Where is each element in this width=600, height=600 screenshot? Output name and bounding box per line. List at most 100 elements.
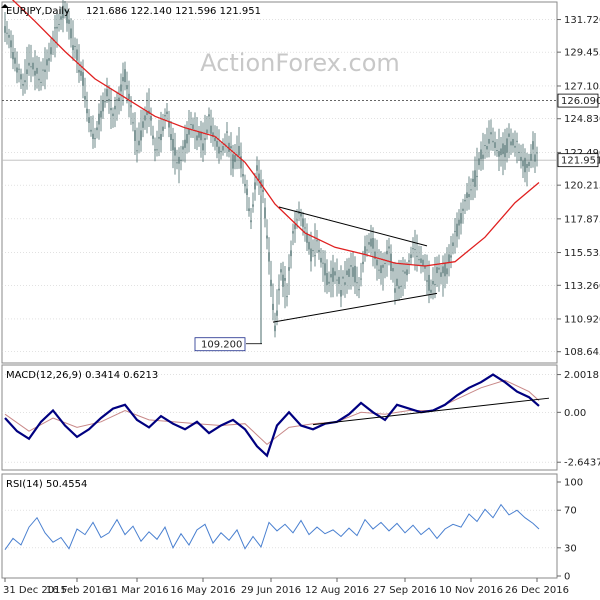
candle-body [526, 163, 528, 168]
macd-tick-label: 0.00 [564, 408, 586, 419]
collapse-arrow-icon[interactable] [1, 4, 9, 8]
candle-body [462, 208, 464, 211]
candle-body [192, 124, 194, 129]
candle-body [184, 139, 186, 148]
candle-body [374, 251, 376, 259]
candle-body [452, 242, 454, 247]
candle-body [302, 218, 304, 227]
candle-body [34, 70, 36, 76]
candle-body [56, 26, 58, 29]
candle-body [168, 120, 170, 128]
candle-body [132, 122, 134, 124]
candle-body [112, 113, 114, 117]
candle-body [328, 281, 330, 284]
candle-body [198, 132, 200, 138]
macd-tick-label: 2.0018 [564, 370, 599, 381]
candle-body [312, 250, 314, 252]
candle-body [258, 173, 260, 181]
candle-body [412, 247, 414, 250]
candle-body [428, 274, 430, 291]
candle-body [66, 10, 68, 24]
candle-body [480, 149, 482, 160]
rsi-panel: 100 70 30 0 RSI(14) 50.4554 [1, 473, 583, 583]
candle-body [26, 69, 28, 75]
price-tick-label: 108.645 [564, 347, 600, 358]
candle-body [500, 148, 502, 156]
candle-body [440, 272, 442, 277]
candle-body [212, 132, 214, 138]
triangle-trendline [278, 206, 428, 247]
x-tick-label: 16 May 2016 [170, 585, 235, 596]
low-label-box [194, 337, 246, 352]
candle-body [532, 141, 534, 150]
candle-body [30, 66, 32, 68]
macd-line [4, 373, 540, 458]
candle-body [84, 96, 86, 100]
candle-body [86, 108, 88, 114]
candle-body [94, 138, 96, 140]
candle-body [124, 69, 126, 83]
candle-body [354, 265, 356, 283]
candle-body [334, 271, 336, 276]
candle-body [208, 114, 210, 117]
candle-body [516, 140, 518, 142]
candle-body [180, 159, 182, 161]
candle-body [142, 121, 144, 128]
candle-body [488, 138, 490, 144]
candle-body [318, 249, 320, 253]
candle-body [388, 246, 390, 249]
candle-body [528, 161, 530, 167]
x-tick-label: 31 Mar 2016 [105, 585, 168, 596]
candle-body [350, 265, 352, 267]
candle-body [48, 58, 50, 61]
candle-body [24, 80, 26, 83]
candle-body [464, 199, 466, 202]
candle-body [78, 69, 80, 73]
candle-body [376, 259, 378, 266]
candle-body [262, 189, 264, 192]
macd-title: MACD(12,26,9) 0.3414 0.6213 [6, 370, 158, 381]
macd-panel-frame [1, 364, 558, 471]
candle-body [270, 279, 272, 287]
candle-body [196, 135, 198, 141]
candle-body [336, 279, 338, 281]
candle-body [278, 288, 280, 291]
candle-body [308, 241, 310, 250]
candle-body [188, 128, 190, 135]
candle-body [520, 156, 522, 161]
candle-body [510, 141, 512, 146]
candle-body [384, 262, 386, 265]
candle-body [62, 5, 64, 19]
triangle-trendline [272, 292, 438, 323]
candle-body [380, 265, 382, 274]
candle-body [482, 154, 484, 159]
x-tick-label: 27 Sep 2016 [373, 585, 436, 596]
rsi-axis-labels: 100 70 30 0 [557, 478, 583, 583]
candle-body [506, 138, 508, 153]
candle-body [222, 145, 224, 151]
candle-body [162, 126, 164, 131]
candle-body [476, 175, 478, 178]
candle-body [98, 113, 100, 125]
candle-body [434, 283, 436, 285]
x-tick-label: 12 Aug 2016 [305, 585, 369, 596]
candle-body [514, 145, 516, 148]
candle-body [364, 246, 366, 254]
candle-body [116, 99, 118, 101]
candle-body [150, 116, 152, 121]
candle-body [68, 19, 70, 24]
candle-body [316, 240, 318, 242]
candle-body [446, 268, 448, 275]
candle-body [234, 155, 236, 163]
candle-body [166, 111, 168, 114]
candle-body [186, 134, 188, 144]
candle-body [410, 254, 412, 259]
candle-body [80, 70, 82, 76]
candle-body [58, 23, 60, 25]
candle-body [136, 150, 138, 152]
candle-body [104, 101, 106, 103]
candle-body [352, 267, 354, 277]
candle-body [430, 289, 432, 293]
